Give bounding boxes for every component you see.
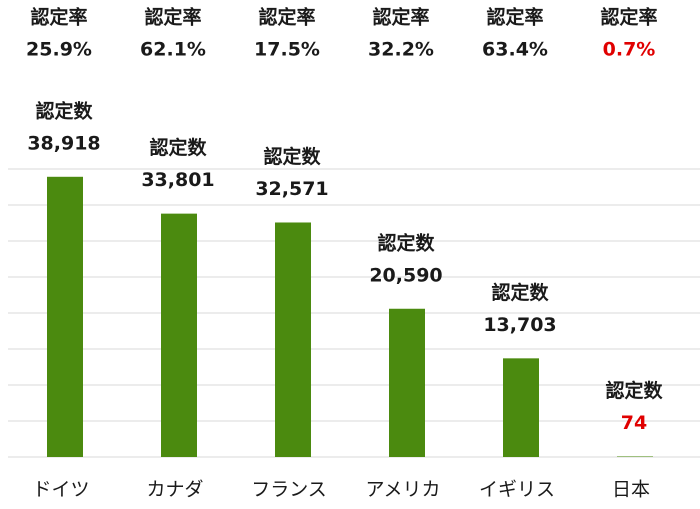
- rate-label: 17.5%: [254, 39, 320, 61]
- bar: [389, 308, 425, 457]
- bar: [503, 358, 539, 457]
- bar: [617, 456, 653, 457]
- x-tick-label: ドイツ: [32, 479, 89, 501]
- rate-title: 認定率: [144, 6, 201, 29]
- x-tick-label: アメリカ: [365, 479, 440, 501]
- value-label: 32,571: [255, 178, 328, 200]
- value-label: 33,801: [141, 169, 214, 191]
- rate-label: 63.4%: [482, 39, 548, 61]
- count-title: 認定数: [263, 145, 321, 168]
- count-title: 認定数: [491, 281, 549, 304]
- value-label: 38,918: [27, 132, 100, 154]
- count-title: 認定数: [377, 231, 435, 254]
- bar: [161, 213, 197, 457]
- rate-label: 0.7%: [603, 39, 656, 61]
- x-tick-label: カナダ: [146, 479, 203, 501]
- count-title: 認定数: [149, 136, 207, 159]
- bar: [47, 176, 83, 457]
- rate-title: 認定率: [600, 6, 657, 29]
- x-tick-label: イギリス: [479, 479, 555, 501]
- count-title: 認定数: [35, 99, 93, 122]
- x-tick-label: フランス: [251, 479, 327, 501]
- rate-label: 25.9%: [26, 39, 92, 61]
- value-label: 74: [621, 412, 647, 434]
- count-title: 認定数: [605, 379, 663, 402]
- value-label: 13,703: [483, 314, 556, 336]
- rate-title: 認定率: [30, 6, 87, 29]
- rate-label: 32.2%: [368, 39, 434, 61]
- rate-label: 62.1%: [140, 39, 206, 61]
- rate-title: 認定率: [486, 6, 543, 29]
- rate-title: 認定率: [372, 6, 429, 29]
- bar: [275, 222, 311, 457]
- rate-title: 認定率: [258, 6, 315, 29]
- value-label: 20,590: [369, 264, 442, 286]
- x-tick-label: 日本: [612, 479, 650, 501]
